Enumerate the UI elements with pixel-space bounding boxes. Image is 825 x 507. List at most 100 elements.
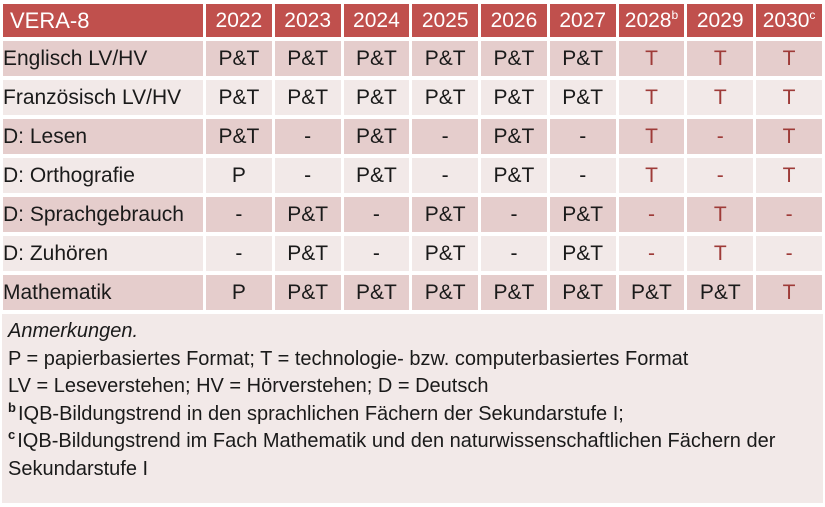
year-label: 2023: [284, 8, 331, 32]
subject-cell: D: Lesen: [3, 119, 203, 154]
format-cell: T: [756, 80, 822, 115]
year-label: 2027: [559, 8, 607, 32]
notes-line-formats: P = papierbasiertes Format; T = technolo…: [8, 347, 689, 370]
format-cell: -: [756, 236, 822, 271]
format-cell: T: [756, 119, 822, 154]
format-cell: T: [756, 275, 822, 310]
footnote-c: c IQB-Bildungstrend im Fach Mathematik un…: [8, 428, 815, 483]
format-cell: P&T: [274, 236, 341, 271]
format-cell: -: [549, 119, 616, 154]
format-cell: P&T: [206, 80, 272, 115]
format-cell: -: [687, 158, 754, 193]
format-cell: P&T: [274, 80, 341, 115]
year-header-cell: 2026: [481, 4, 547, 37]
year-label: 2026: [490, 8, 538, 32]
year-header-cell: 2027: [549, 4, 616, 37]
notes-section: Anmerkungen. P = papierbasiertes Format;…: [2, 314, 823, 503]
format-cell: P&T: [343, 41, 410, 76]
format-cell: -: [412, 119, 479, 154]
year-label: 2025: [421, 8, 469, 32]
format-cell: -: [274, 119, 341, 154]
format-cell: T: [687, 41, 754, 76]
format-cell: P&T: [412, 197, 479, 232]
format-cell: -: [206, 197, 272, 232]
format-cell: T: [618, 41, 685, 76]
format-cell: P&T: [481, 119, 547, 154]
format-cell: T: [618, 80, 685, 115]
table-row: D: Lesen P&T - P&T - P&T - T - T: [3, 119, 822, 154]
footnote-c-text: IQB-Bildungstrend im Fach Mathematik und…: [8, 430, 776, 480]
year-header-cell: 2024: [343, 4, 410, 37]
footnote-b-text: IQB-Bildungstrend in den sprachlichen Fä…: [17, 402, 624, 425]
year-label: 2029: [696, 8, 744, 32]
format-cell: -: [618, 197, 685, 232]
format-cell: P&T: [274, 275, 341, 310]
table-row: Mathematik P P&T P&T P&T P&T P&T P&T P&T…: [3, 275, 822, 310]
format-cell: -: [687, 119, 754, 154]
table-row: D: Sprachgebrauch - P&T - P&T - P&T - T …: [3, 197, 822, 232]
year-header-cell: 2023: [274, 4, 341, 37]
year-footnote-marker: c: [809, 7, 816, 22]
format-cell: P&T: [412, 236, 479, 271]
footnote-c-marker: c: [8, 427, 16, 443]
format-cell: P&T: [412, 41, 479, 76]
format-cell: P&T: [343, 119, 410, 154]
year-label: 2024: [353, 8, 400, 32]
subject-cell: Englisch LV/HV: [3, 41, 203, 76]
format-cell: P&T: [274, 197, 341, 232]
format-cell: P&T: [549, 236, 616, 271]
format-cell: P&T: [549, 80, 616, 115]
year-header-cell: 2028b: [618, 4, 685, 37]
format-cell: P&T: [687, 275, 754, 310]
year-header-cell: 2030c: [756, 4, 822, 37]
format-cell: P: [206, 275, 272, 310]
footnote-b-marker: b: [8, 399, 16, 415]
table-row: D: Zuhören - P&T - P&T - P&T - T -: [3, 236, 822, 271]
table-title-cell: VERA-8: [3, 4, 203, 37]
table-row: D: Orthografie P - P&T - P&T - T - T: [3, 158, 822, 193]
format-cell: T: [756, 158, 822, 193]
format-cell: P&T: [549, 41, 616, 76]
format-cell: T: [618, 158, 685, 193]
subject-cell: D: Sprachgebrauch: [3, 197, 203, 232]
format-cell: P&T: [412, 80, 479, 115]
year-header-cell: 2025: [412, 4, 479, 37]
format-cell: P&T: [549, 275, 616, 310]
format-cell: P&T: [343, 80, 410, 115]
year-header-cell: 2022: [206, 4, 272, 37]
format-cell: T: [687, 236, 754, 271]
subject-cell: Französisch LV/HV: [3, 80, 203, 115]
format-cell: P&T: [206, 119, 272, 154]
table-row: Französisch LV/HV P&T P&T P&T P&T P&T P&…: [3, 80, 822, 115]
table-row: Englisch LV/HV P&T P&T P&T P&T P&T P&T T…: [3, 41, 822, 76]
year-header-cell: 2029: [687, 4, 754, 37]
year-label: 2030: [762, 8, 810, 32]
format-cell: T: [618, 119, 685, 154]
subject-cell: D: Orthografie: [3, 158, 203, 193]
format-cell: T: [687, 197, 754, 232]
year-label: 2022: [215, 8, 263, 32]
header-row: VERA-8 2022 2023 2024 2025 2026 2027 202…: [3, 4, 822, 37]
subject-cell: D: Zuhören: [3, 236, 203, 271]
format-cell: P&T: [343, 275, 410, 310]
format-cell: P&T: [206, 41, 272, 76]
subject-cell: Mathematik: [3, 275, 203, 310]
format-cell: -: [343, 236, 410, 271]
format-cell: -: [549, 158, 616, 193]
vera8-schedule-table: VERA-8 2022 2023 2024 2025 2026 2027 202…: [3, 4, 822, 310]
format-cell: -: [481, 197, 547, 232]
format-cell: -: [274, 158, 341, 193]
format-cell: -: [206, 236, 272, 271]
format-cell: P&T: [412, 275, 479, 310]
notes-heading: Anmerkungen.: [8, 320, 139, 342]
format-cell: -: [412, 158, 479, 193]
format-cell: P&T: [481, 80, 547, 115]
format-cell: T: [756, 41, 822, 76]
format-cell: P&T: [481, 275, 547, 310]
format-cell: P&T: [343, 158, 410, 193]
format-cell: P&T: [481, 158, 547, 193]
format-cell: T: [687, 80, 754, 115]
format-cell: -: [618, 236, 685, 271]
format-cell: -: [343, 197, 410, 232]
